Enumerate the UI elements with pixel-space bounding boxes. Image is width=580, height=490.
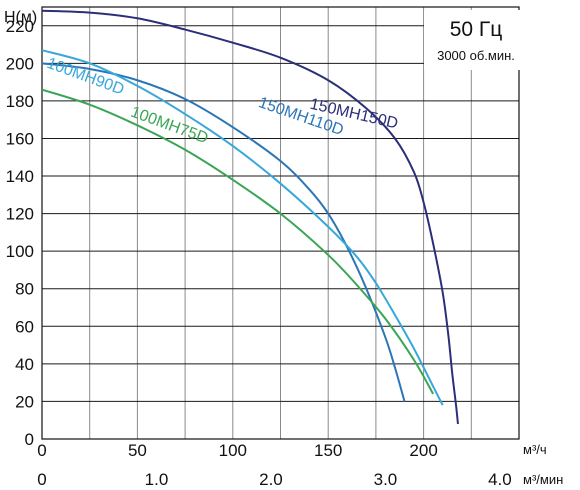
y-tick-label: 100	[6, 242, 34, 261]
x2-tick-label: 4.0	[488, 470, 512, 489]
y-tick-label: 80	[15, 280, 34, 299]
x2-tick-label: 1.0	[145, 470, 169, 489]
x-tick-label: 0	[37, 441, 46, 460]
x-tick-label: 100	[219, 441, 247, 460]
x-tick-label: 200	[409, 441, 437, 460]
grid	[41, 6, 520, 440]
series-line-150MH150D	[41, 9, 459, 425]
y-tick-label: 160	[6, 129, 34, 148]
y-tick-label: 40	[15, 355, 34, 374]
x-axis-label: м³/ч	[523, 442, 547, 457]
chart-subtitle: 3000 об.мин.	[437, 48, 515, 63]
y-tick-label: 140	[6, 167, 34, 186]
y-tick-label: 200	[6, 54, 34, 73]
x2-axis-label: м³/мин	[523, 472, 563, 487]
y-tick-label: 0	[25, 430, 34, 449]
y-tick-label: 60	[15, 317, 34, 336]
x-tick-label: 50	[128, 441, 147, 460]
series-line-150MH110D	[41, 62, 406, 402]
y-tick-label: 20	[15, 392, 34, 411]
y-tick-label: 180	[6, 92, 34, 111]
y-axis-label: H(м)	[4, 9, 37, 26]
series-line-100MH90D	[41, 49, 444, 406]
y-tick-label: 220	[6, 17, 34, 36]
plot-frame	[41, 6, 520, 440]
x2-tick-label: 0	[37, 470, 46, 489]
tick-labels: 0 20 40 60 80 100 120 140 160 180 200 220 0 50 100 150 2…	[6, 17, 512, 489]
series-line-100MH75D	[41, 88, 435, 395]
x2-tick-label: 2.0	[259, 470, 283, 489]
y-tick-label: 120	[6, 205, 34, 224]
x-tick-label: 150	[314, 441, 342, 460]
chart-title: 50 Гц	[450, 18, 503, 41]
legend-box	[424, 10, 528, 70]
x2-tick-label: 3.0	[374, 470, 398, 489]
